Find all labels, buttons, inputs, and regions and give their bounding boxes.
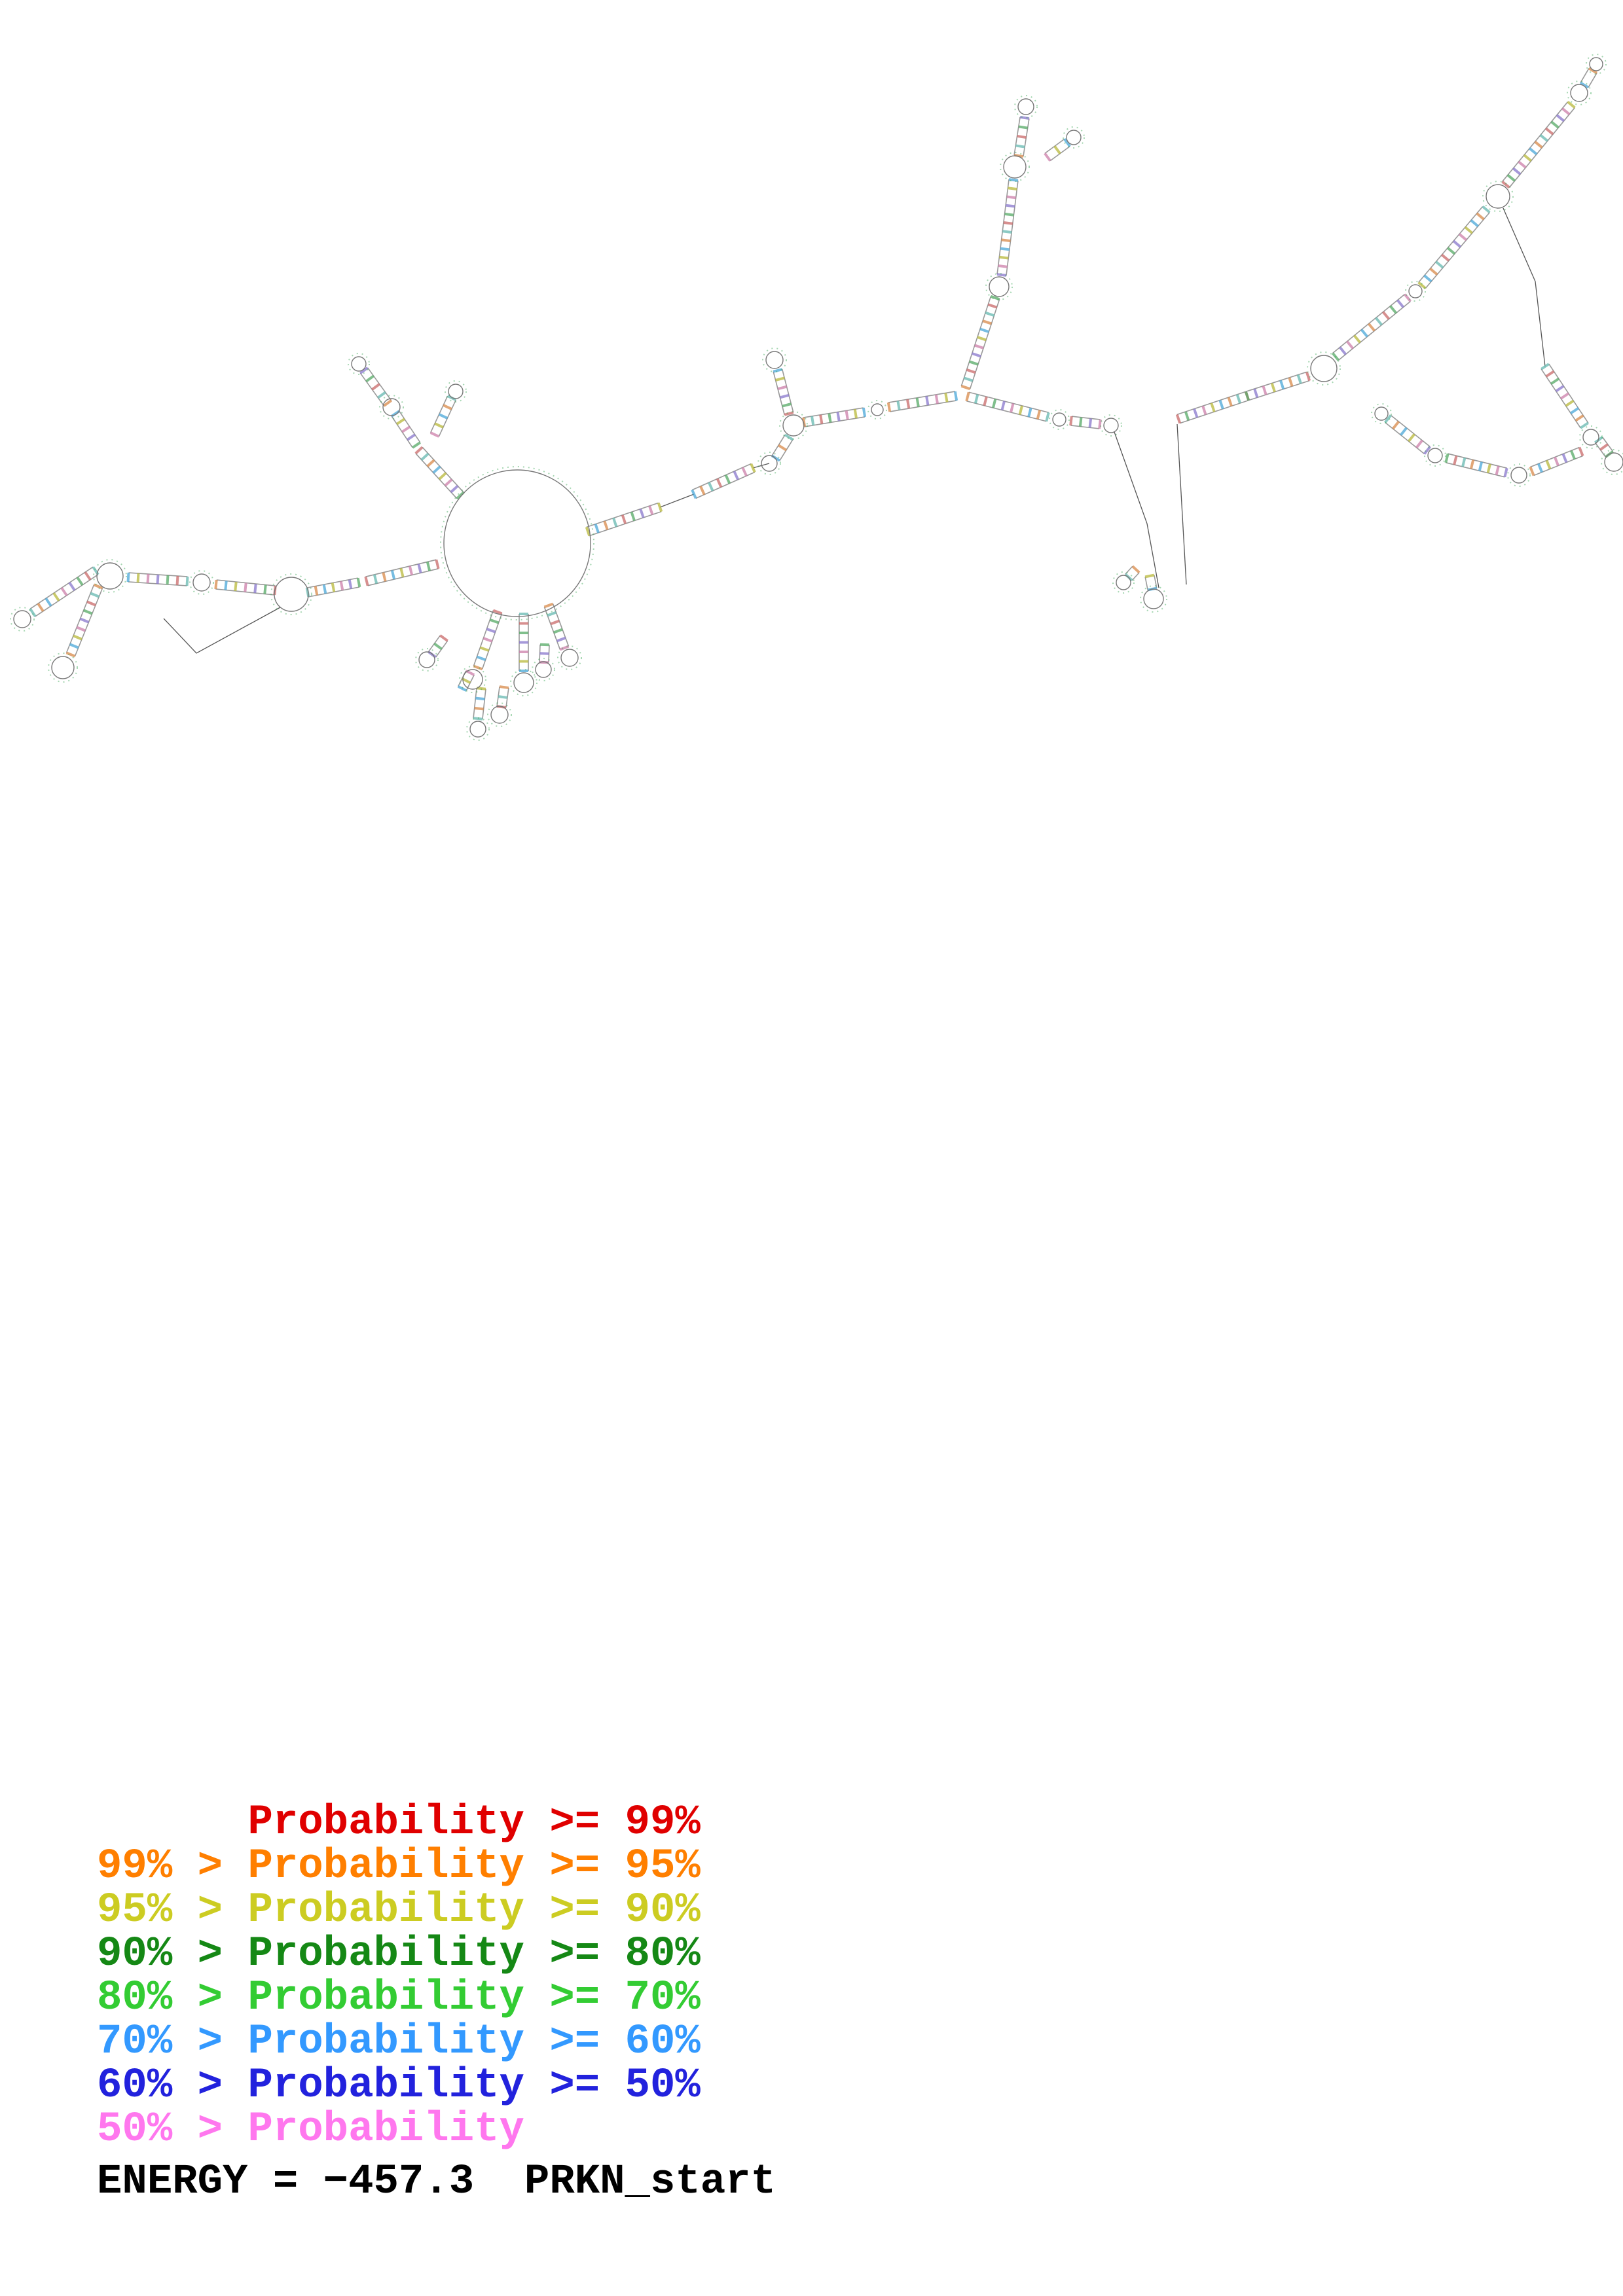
rna-structure-diagram [10, 54, 1623, 741]
legend-item: 50% > Probability [97, 2106, 524, 2153]
energy-line: ENERGY = −457.3 PRKN_start [97, 2159, 776, 2206]
legend-item: 60% > Probability >= 50% [97, 2062, 701, 2109]
legend: Probability >= 99% 99% > Probability >= 9… [97, 1801, 701, 2152]
legend-item: 95% > Probability >= 90% [97, 1887, 701, 1934]
legend-item: 80% > Probability >= 70% [97, 1975, 701, 2022]
legend-item: 70% > Probability >= 60% [97, 2018, 701, 2066]
legend-item: 99% > Probability >= 95% [97, 1843, 701, 1890]
legend-item: Probability >= 99% [97, 1799, 701, 1846]
legend-item: 90% > Probability >= 80% [97, 1931, 701, 1978]
